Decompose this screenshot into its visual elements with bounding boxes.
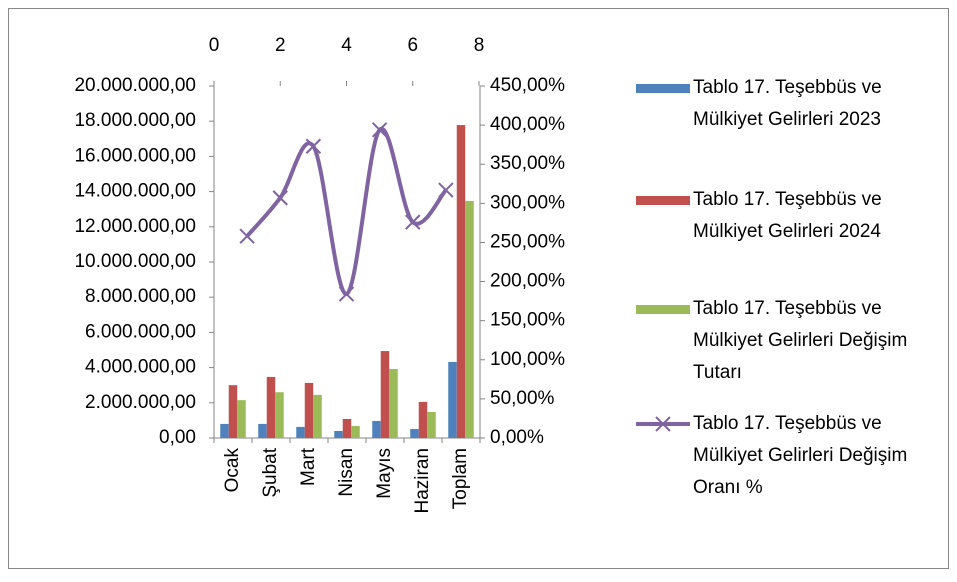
- legend-bar: [636, 84, 690, 93]
- line-marker: [438, 182, 454, 198]
- legend-swatch: [636, 196, 690, 205]
- x-tick-label: Mart: [298, 447, 319, 486]
- y-tick-label: 6.000.000,00: [85, 321, 196, 342]
- bar: [313, 394, 322, 438]
- y-tick-label: 12.000.000,00: [74, 216, 196, 237]
- legend-label: Tablo 17. Teşebbüs ve Mülkiyet Gelirleri…: [693, 298, 908, 383]
- bar: [448, 361, 457, 438]
- y-tick-label: 14.000.000,00: [74, 181, 196, 202]
- legend-swatch: [636, 416, 690, 432]
- bar: [266, 376, 276, 438]
- x2-tick-label: 0: [209, 35, 220, 56]
- bar: [296, 426, 305, 438]
- y2-tick-label: 300,00%: [490, 192, 565, 213]
- x-tick-label: Toplam: [450, 448, 471, 509]
- y2-tick-label: 150,00%: [490, 310, 565, 331]
- y2-tick-label: 50,00%: [490, 388, 555, 409]
- legend-bar: [636, 305, 690, 314]
- line-marker: [371, 122, 388, 138]
- bar: [427, 411, 436, 438]
- y2-tick-label: 400,00%: [490, 114, 565, 135]
- line-marker: [305, 138, 322, 154]
- x-tick-label: Haziran: [412, 448, 433, 513]
- legend-swatch: [636, 84, 690, 93]
- bar: [228, 385, 238, 438]
- x2-tick-label: 8: [474, 35, 485, 56]
- y-tick-label: 2.000.000,00: [85, 392, 196, 413]
- line-marker: [239, 228, 255, 244]
- y-tick-label: 10.000.000,00: [74, 251, 196, 272]
- bar: [304, 382, 314, 438]
- bar: [220, 423, 229, 438]
- y-tick-label: 8.000.000,00: [85, 286, 196, 307]
- bar: [418, 401, 428, 438]
- y-tick-label: 0,00: [159, 427, 196, 448]
- x-tick-label: Ocak: [222, 448, 243, 493]
- y2-tick-label: 200,00%: [490, 271, 565, 292]
- bar: [351, 426, 360, 438]
- x-tick-label: Mayıs: [374, 448, 395, 499]
- line-marker: [272, 190, 288, 206]
- x-tick-label: Şubat: [260, 447, 281, 497]
- y2-tick-label: 250,00%: [490, 231, 565, 252]
- y2-tick-label: 450,00%: [490, 75, 565, 96]
- bar: [372, 420, 381, 438]
- legend-label: Tablo 17. Teşebbüs ve Mülkiyet Gelirleri…: [693, 413, 908, 498]
- y2-tick-label: 100,00%: [490, 349, 565, 370]
- y-tick-label: 16.000.000,00: [74, 145, 196, 166]
- y-tick-label: 18.000.000,00: [74, 110, 196, 131]
- bar: [410, 429, 419, 438]
- legend-swatch: [636, 305, 690, 314]
- bar: [334, 430, 343, 438]
- bar: [258, 423, 267, 438]
- bar: [342, 418, 352, 438]
- line-marker: [338, 286, 355, 302]
- x2-tick-label: 4: [341, 35, 352, 56]
- y-tick-label: 20.000.000,00: [74, 75, 196, 96]
- bar: [237, 400, 246, 438]
- line-marker: [405, 214, 421, 230]
- bar: [465, 200, 474, 438]
- bar: [456, 125, 466, 439]
- y2-tick-label: 350,00%: [490, 153, 565, 174]
- bar: [389, 369, 398, 438]
- x2-tick-label: 2: [275, 35, 286, 56]
- bar: [380, 351, 390, 438]
- bar: [275, 392, 284, 438]
- x-tick-label: Nisan: [336, 448, 357, 497]
- legend-bar: [636, 196, 690, 205]
- legend-label: Tablo 17. Teşebbüs ve Mülkiyet Gelirleri…: [693, 189, 882, 242]
- y-tick-label: 4.000.000,00: [85, 357, 196, 378]
- legend-marker: [655, 416, 671, 432]
- y2-tick-label: 0,00%: [490, 427, 544, 448]
- legend-label: Tablo 17. Teşebbüs ve Mülkiyet Gelirleri…: [693, 77, 882, 130]
- x2-tick-label: 6: [407, 35, 418, 56]
- chart-frame: [8, 8, 949, 569]
